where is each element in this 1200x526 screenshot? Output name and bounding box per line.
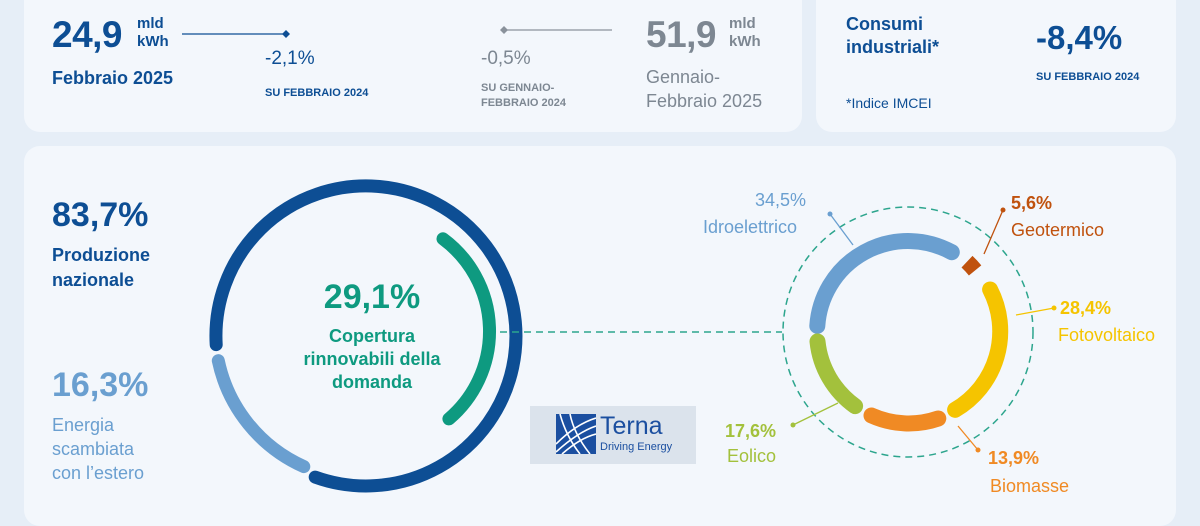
feb-compare: SU FEBBRAIO 2024: [265, 87, 369, 99]
industrial-title-line1: Consumi: [846, 14, 924, 34]
feb-consumption-value: 24,9: [52, 14, 123, 55]
industrial-compare: SU FEBBRAIO 2024: [1036, 71, 1140, 83]
ytd-unit-bottom: kWh: [729, 33, 761, 50]
segment-geotermico: [961, 255, 982, 276]
terna-logo-name: Terna: [600, 412, 663, 440]
feb-unit-bottom: kWh: [137, 33, 169, 50]
renewables-coverage-arc: [436, 232, 496, 426]
leader-eolico: [792, 402, 839, 426]
ytd-compare-line1: SU GENNAIO-: [481, 82, 555, 94]
source-label-geotermico: Geotermico: [1011, 220, 1105, 240]
source-label-fotovoltaico: Fotovoltaico: [1058, 325, 1156, 345]
ytd-change: -0,5%: [481, 48, 531, 69]
segment-fotovoltaico: [947, 281, 1009, 418]
terna-logo-tagline: Driving Energy: [600, 441, 673, 453]
segment-eolico: [809, 333, 864, 415]
source-value-eolico: 17,6%: [725, 421, 777, 441]
leader-dot-idroelettrico: [827, 211, 833, 217]
ytd-compare-line2: FEBBRAIO 2024: [481, 97, 566, 109]
exchange-line2: scambiata: [52, 439, 135, 459]
national-production-line1: Produzione: [52, 245, 150, 265]
leader-biomasse: [957, 425, 979, 451]
source-label-biomasse: Biomasse: [990, 476, 1070, 496]
source-value-fotovoltaico: 28,4%: [1060, 298, 1112, 318]
ytd-period-line2: Febbraio 2025: [646, 91, 763, 111]
renewables-coverage-line3: domanda: [331, 372, 413, 392]
feb-change: -2,1%: [265, 48, 315, 69]
top-left-card: [24, 0, 802, 132]
industrial-change: -8,4%: [1036, 19, 1123, 56]
source-value-geotermico: 5,6%: [1011, 193, 1053, 213]
infographic-graphics: [182, 26, 1057, 493]
exchange-value: 16,3%: [52, 366, 149, 404]
terna-logo-icon: [556, 414, 596, 454]
leader-dot-fotovoltaico: [1051, 305, 1057, 311]
segment-biomasse: [863, 407, 947, 432]
ytd-period-line1: Gennaio-: [646, 67, 721, 87]
national-production-line2: nazionale: [52, 270, 135, 290]
source-value-idroelettrico: 34,5%: [755, 190, 807, 210]
renewables-coverage-line2: rinnovabili della: [303, 349, 441, 369]
ytd-consumption-value: 51,9: [646, 14, 717, 55]
renewables-coverage-line1: Copertura: [328, 326, 416, 346]
renewables-sources-ring: [782, 206, 1034, 458]
leader-dot-eolico: [790, 422, 796, 428]
ytd-unit-top: mld: [729, 15, 756, 32]
source-label-idroelettrico: Idroelettrico: [703, 217, 798, 237]
exchange-line3: con l’estero: [52, 463, 145, 483]
source-value-biomasse: 13,9%: [988, 448, 1040, 468]
leader-fotovoltaico: [1015, 307, 1055, 316]
feb-period-label: Febbraio 2025: [52, 68, 174, 88]
leader-dot-geotermico: [1000, 207, 1006, 213]
national-production-value: 83,7%: [52, 196, 149, 234]
leader-dot-biomasse: [975, 447, 981, 453]
renewables-coverage-value: 29,1%: [323, 278, 421, 316]
feb-unit-top: mld: [137, 15, 164, 32]
feb-change-marker: [282, 30, 290, 38]
ytd-change-marker: [500, 26, 508, 34]
top-right-card: [816, 0, 1176, 132]
terna-logo: Terna Driving Energy: [530, 406, 696, 464]
industrial-title-line2: industriali*: [846, 37, 940, 57]
industrial-note: *Indice IMCEI: [846, 95, 932, 111]
source-label-eolico: Eolico: [727, 446, 777, 466]
exchange-line1: Energia: [52, 415, 115, 435]
segment-idroelettrico: [809, 233, 960, 334]
foreign-exchange-arc: [211, 354, 311, 474]
leader-idroelettrico: [829, 213, 854, 246]
national-production-arc: [209, 179, 523, 493]
leader-geotermico: [983, 209, 1004, 255]
